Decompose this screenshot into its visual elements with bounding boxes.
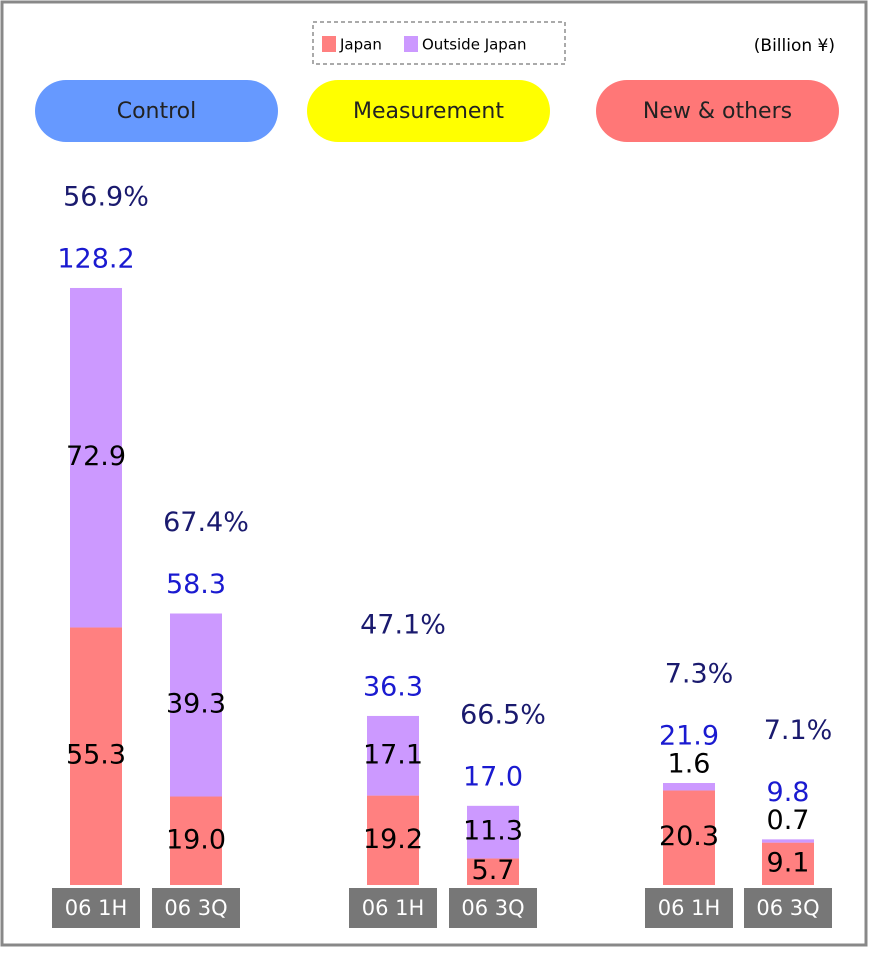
share-label: 47.1% bbox=[360, 609, 446, 640]
value-label: 1.6 bbox=[668, 749, 711, 780]
group-pill bbox=[35, 80, 278, 142]
bar-segment bbox=[367, 795, 419, 885]
value-label: 9.1 bbox=[767, 847, 810, 878]
bar-segment bbox=[170, 613, 222, 797]
value-label: 55.3 bbox=[66, 740, 126, 771]
legend-swatch bbox=[322, 36, 336, 52]
total-label: 128.2 bbox=[57, 243, 134, 274]
total-label: 9.8 bbox=[767, 777, 810, 808]
value-label: 0.7 bbox=[767, 805, 810, 836]
bar-segment bbox=[70, 287, 122, 628]
category-box bbox=[349, 888, 437, 928]
value-label: 17.1 bbox=[363, 739, 423, 770]
legend-box bbox=[312, 21, 566, 65]
x-tick-label: 06 1H bbox=[65, 896, 128, 920]
total-label: 17.0 bbox=[463, 761, 523, 792]
x-tick-label: 06 3Q bbox=[756, 896, 819, 920]
value-label: 5.7 bbox=[472, 855, 515, 886]
bar-segment bbox=[762, 842, 814, 885]
category-box bbox=[152, 888, 240, 928]
share-label: 56.9% bbox=[63, 181, 149, 212]
share-label: 67.4% bbox=[163, 507, 249, 538]
bar-segment bbox=[663, 790, 715, 885]
value-label: 20.3 bbox=[659, 821, 719, 852]
total-label: 36.3 bbox=[363, 671, 423, 702]
group-pill bbox=[307, 80, 550, 142]
value-label: 72.9 bbox=[66, 441, 126, 472]
category-box bbox=[52, 888, 140, 928]
group-label: Measurement bbox=[353, 99, 504, 124]
total-label: 58.3 bbox=[166, 569, 226, 600]
total-label: 21.9 bbox=[659, 721, 719, 752]
bar-segment bbox=[70, 627, 122, 885]
value-label: 11.3 bbox=[463, 816, 523, 847]
value-label: 19.2 bbox=[363, 824, 423, 855]
bar-segment bbox=[467, 858, 519, 885]
x-tick-label: 06 3Q bbox=[164, 896, 227, 920]
category-box bbox=[645, 888, 733, 928]
bar-segment bbox=[762, 839, 814, 843]
value-label: 39.3 bbox=[166, 689, 226, 720]
unit-label: (Billion ¥) bbox=[754, 36, 835, 56]
x-tick-label: 06 1H bbox=[362, 896, 425, 920]
category-box bbox=[744, 888, 832, 928]
value-label: 19.0 bbox=[166, 824, 226, 855]
share-label: 7.1% bbox=[764, 715, 833, 746]
legend-swatch bbox=[404, 36, 418, 52]
share-label: 7.3% bbox=[665, 659, 734, 690]
x-tick-label: 06 3Q bbox=[461, 896, 524, 920]
bar-segment bbox=[467, 805, 519, 859]
share-label: 66.5% bbox=[460, 699, 546, 730]
group-pill bbox=[596, 80, 839, 142]
bar-segment bbox=[663, 783, 715, 791]
x-tick-label: 06 1H bbox=[658, 896, 721, 920]
group-label: New & others bbox=[643, 99, 792, 124]
bar-segment bbox=[170, 796, 222, 885]
category-box bbox=[449, 888, 537, 928]
legend-label: Outside Japan bbox=[422, 36, 527, 54]
group-label: Control bbox=[117, 99, 197, 124]
bar-segment bbox=[367, 715, 419, 796]
legend-label: Japan bbox=[339, 36, 382, 54]
